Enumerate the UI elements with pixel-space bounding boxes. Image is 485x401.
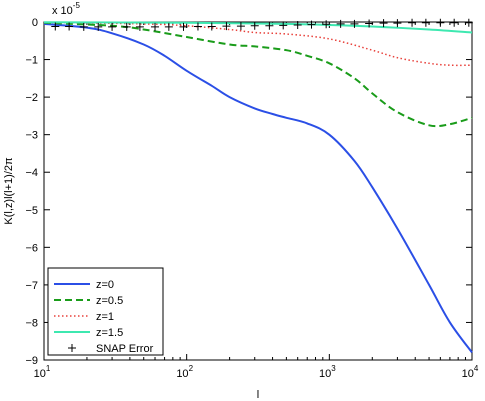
- snap-error-marker: [222, 22, 231, 31]
- series-line-z-1-5: [43, 21, 473, 34]
- snap-error-marker: [450, 18, 459, 27]
- y-tick-label: −5: [25, 205, 38, 217]
- snap-error-marker: [322, 20, 331, 29]
- legend-label-z-0: z=0: [96, 279, 114, 291]
- x-axis-ticks: 101 102 103 104: [34, 22, 479, 380]
- snap-error-marker: [336, 19, 345, 28]
- snap-error-marker: [250, 21, 259, 30]
- snap-error-marker: [393, 19, 402, 28]
- snap-error-marker: [65, 22, 74, 31]
- snap-error-marker: [408, 18, 417, 27]
- x-tick-label: 102: [176, 364, 193, 380]
- y-axis-ticks: 0 −1 −2 −3 −4 −5 −6 −7 −8 −9: [25, 17, 472, 367]
- snap-error-marker: [108, 22, 117, 31]
- snap-error-marker: [279, 21, 288, 30]
- snap-error-marker: [79, 22, 88, 31]
- snap-error-marker: [365, 19, 374, 28]
- svg-text:x 10-5: x 10-5: [52, 1, 80, 17]
- y-tick-label: −8: [25, 317, 38, 329]
- snap-error-marker: [379, 19, 388, 28]
- y-multiplier-exponent: -5: [73, 1, 81, 10]
- snap-error-marker: [122, 22, 131, 31]
- snap-error-marker: [421, 18, 430, 27]
- y-tick-label: −1: [25, 55, 38, 67]
- snap-error-marker: [151, 22, 160, 31]
- snap-error-marker: [94, 22, 103, 31]
- x-tick-label: 101: [34, 364, 51, 380]
- series-line-z-0-5: [43, 21, 473, 128]
- y-axis-label: K(l,z)l(l+1)/2π: [3, 157, 15, 225]
- legend-label-z-1: z=1: [96, 311, 114, 323]
- legend-label-z-1-5: z=1.5: [96, 327, 123, 339]
- snap-error-marker: [179, 22, 188, 31]
- snap-error-marker: [193, 22, 202, 31]
- legend-label-snap-error: SNAP Error: [96, 343, 154, 355]
- x-tick-label: 103: [319, 364, 336, 380]
- y-tick-label: −7: [25, 280, 38, 292]
- snap-error-marker: [164, 22, 173, 31]
- series-snap-error: [51, 18, 473, 31]
- y-multiplier-label: x 10-5: [52, 1, 80, 17]
- x-axis-label: l: [257, 389, 259, 401]
- y-tick-label: −4: [25, 167, 38, 179]
- y-multiplier-base: x 10: [52, 5, 73, 17]
- snap-error-marker: [135, 22, 144, 31]
- snap-error-marker: [436, 18, 445, 27]
- snap-error-marker: [51, 22, 60, 31]
- y-tick-label: −3: [25, 130, 38, 142]
- y-tick-label: −2: [25, 92, 38, 104]
- snap-error-marker: [307, 20, 316, 29]
- legend-marker-snap-error: [68, 344, 76, 352]
- y-tick-label: 0: [32, 17, 38, 29]
- legend-label-z-0-5: z=0.5: [96, 295, 123, 307]
- snap-error-marker: [265, 21, 274, 30]
- snap-error-marker: [236, 22, 245, 31]
- snap-error-marker: [293, 21, 302, 30]
- y-tick-label: −6: [25, 242, 38, 254]
- series-layer: [43, 18, 473, 354]
- snap-error-marker: [350, 19, 359, 28]
- legend: z=0 z=0.5 z=1 z=1.5 SNAP Error: [47, 267, 164, 356]
- snap-error-marker: [207, 22, 216, 31]
- y-tick-label: −9: [25, 355, 38, 367]
- series-line-z-0: [43, 22, 473, 354]
- x-tick-label: 104: [462, 364, 479, 380]
- legend-box: [47, 267, 164, 356]
- snap-error-marker: [464, 18, 473, 27]
